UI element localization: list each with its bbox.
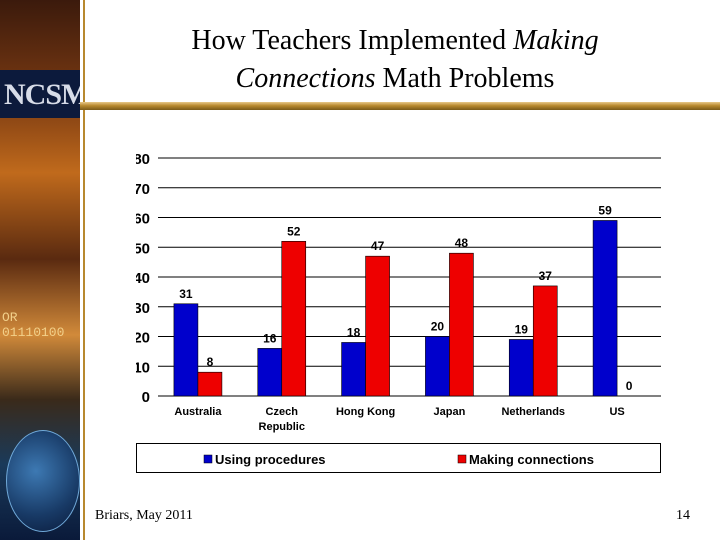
y-tick-label: 80 bbox=[136, 151, 150, 168]
data-label: 0 bbox=[626, 379, 633, 393]
page-number: 14 bbox=[676, 508, 690, 523]
logo-background bbox=[0, 70, 80, 118]
y-tick-label: 0 bbox=[142, 389, 150, 406]
bar-connections bbox=[197, 371, 223, 397]
bar-procedures bbox=[425, 336, 450, 397]
bar-connections bbox=[532, 285, 558, 397]
data-label: 20 bbox=[431, 320, 445, 334]
slide-title: How Teachers Implemented Making Connecti… bbox=[110, 22, 680, 98]
x-tick-label: Republic bbox=[259, 421, 305, 433]
divider-horizontal bbox=[80, 102, 720, 110]
data-label: 16 bbox=[263, 331, 277, 345]
title-italic-2: Connections bbox=[235, 63, 376, 94]
x-tick-label: Hong Kong bbox=[336, 406, 395, 418]
data-label: 18 bbox=[347, 325, 361, 339]
y-tick-label: 40 bbox=[136, 270, 150, 287]
title-text-2: Math Problems bbox=[375, 63, 555, 94]
bar-connections bbox=[449, 252, 474, 397]
x-tick-label: Czech bbox=[266, 406, 299, 418]
y-tick-label: 20 bbox=[136, 330, 150, 347]
data-label: 31 bbox=[179, 287, 193, 301]
legend-label: Using procedures bbox=[215, 452, 326, 467]
footer-author: Briars, May 2011 bbox=[95, 508, 193, 523]
bar-procedures bbox=[341, 342, 366, 397]
x-tick-label: Australia bbox=[174, 406, 222, 418]
y-tick-label: 10 bbox=[136, 359, 150, 376]
data-label: 59 bbox=[598, 203, 612, 217]
bar-procedures bbox=[508, 339, 534, 397]
bar-connections bbox=[365, 255, 390, 397]
data-label: 8 bbox=[207, 355, 214, 369]
title-text-1: How Teachers Implemented bbox=[191, 25, 514, 56]
bar-procedures bbox=[592, 220, 618, 397]
x-tick-label: Netherlands bbox=[501, 406, 565, 418]
data-label: 19 bbox=[515, 322, 529, 336]
data-label: 48 bbox=[455, 236, 469, 250]
y-tick-label: 70 bbox=[136, 181, 150, 198]
globe-icon bbox=[6, 430, 80, 532]
y-tick-label: 30 bbox=[136, 300, 150, 317]
bar-procedures bbox=[173, 303, 199, 397]
bar-connections bbox=[281, 241, 307, 397]
data-label: 47 bbox=[371, 239, 385, 253]
y-tick-label: 50 bbox=[136, 240, 150, 257]
divider-vertical bbox=[83, 0, 85, 540]
bar-procedures bbox=[257, 348, 283, 397]
title-italic-1: Making bbox=[513, 25, 599, 56]
data-label: 52 bbox=[287, 224, 301, 238]
binary-decoration: OR 01110100 bbox=[2, 310, 65, 340]
legend-swatch bbox=[457, 454, 467, 464]
data-label: 37 bbox=[539, 269, 553, 283]
x-tick-label: US bbox=[609, 406, 624, 418]
legend-label: Making connections bbox=[469, 452, 594, 467]
sidebar-decoration: NCSM OR 01110100 bbox=[0, 0, 80, 540]
y-tick-label: 60 bbox=[136, 211, 150, 228]
bar-chart: 0 10 20 30 40 50 60 70 80 31 8 Australia 16 52 Czech Re… bbox=[136, 151, 661, 473]
legend-box bbox=[136, 443, 661, 473]
x-tick-label: Japan bbox=[434, 406, 466, 418]
ncsm-logo: NCSM bbox=[4, 78, 80, 111]
legend-swatch bbox=[203, 454, 213, 464]
